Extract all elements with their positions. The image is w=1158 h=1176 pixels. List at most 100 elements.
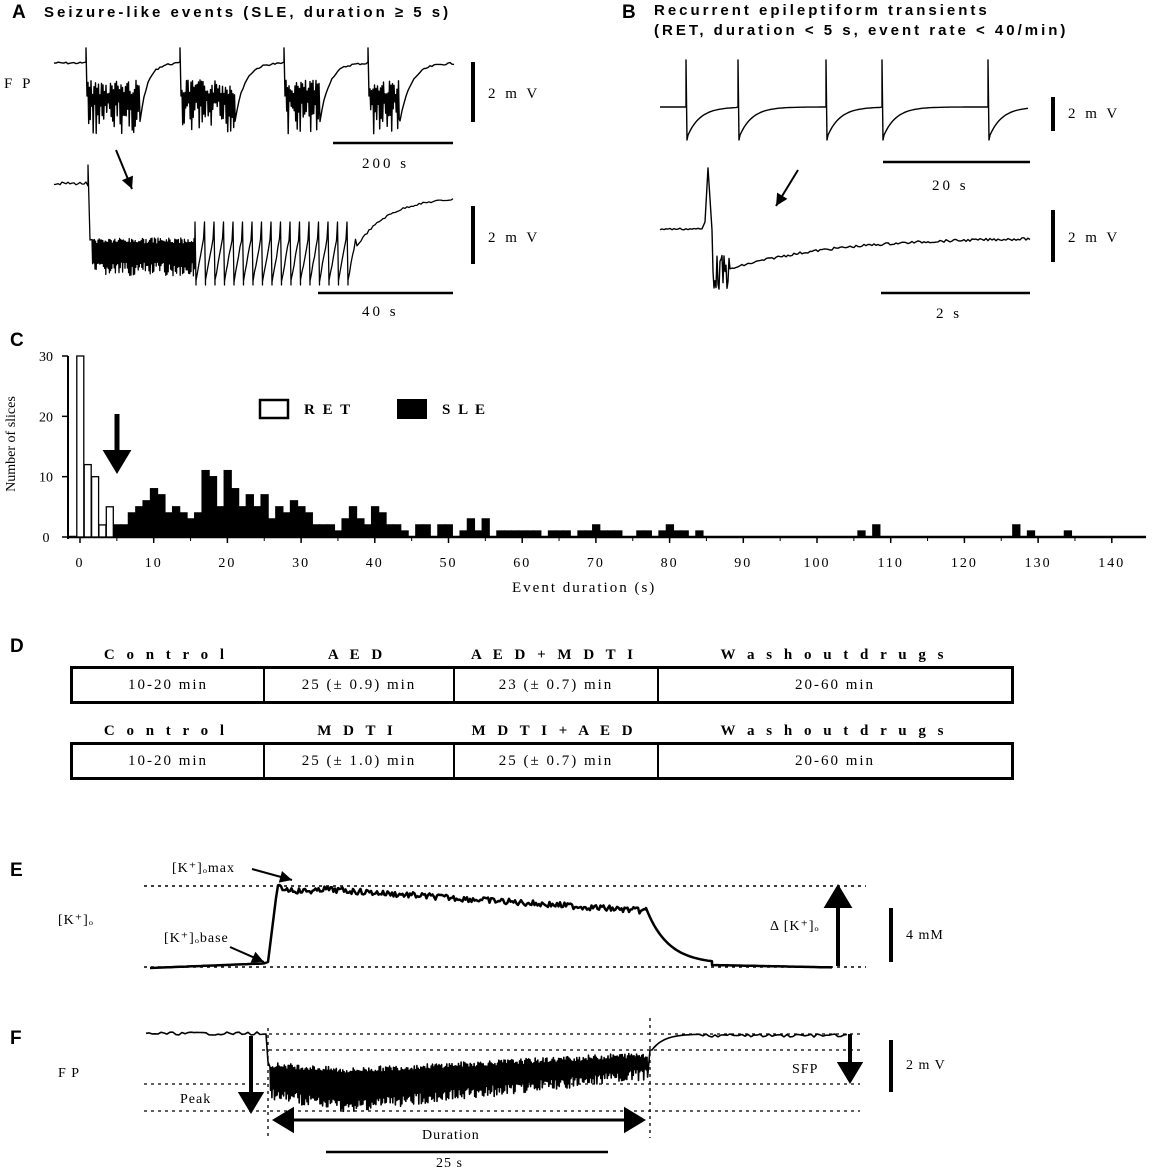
- histogram-bar-sle: [643, 530, 652, 538]
- protocol2-cell-control: 10-20 min: [73, 745, 265, 777]
- panel-b-scale-time-top: 20 s: [932, 178, 969, 194]
- histogram-bar-sle: [444, 524, 453, 538]
- histogram-bar-sle: [481, 518, 490, 538]
- legend-ret-label: R E T: [304, 402, 353, 418]
- threshold-arrow-head: [102, 450, 132, 474]
- protocol1-cell-aed-mdti: 23 (± 0.7) min: [455, 669, 659, 701]
- histogram-bar-sle: [510, 530, 520, 538]
- histogram-bar-sle: [289, 500, 299, 538]
- duration-arrow-right-head: [624, 1106, 646, 1134]
- k-max-pointer-head: [278, 871, 292, 883]
- panel-b-title-line2: (RET, duration < 5 s, event rate < 40/mi…: [654, 22, 1069, 39]
- histogram-bar-sle: [665, 524, 675, 538]
- histogram-bar-sle: [592, 524, 601, 538]
- histogram-bar-sle: [341, 518, 350, 538]
- histogram-bar-sle: [525, 530, 535, 538]
- protocol2-header-mdti-aed: M D T I + A E D: [471, 723, 637, 739]
- panel-b-title-line1: Recurrent epileptiform transients: [654, 2, 990, 19]
- histogram-bar-sle: [267, 518, 277, 538]
- histogram-bar-ret: [98, 524, 107, 538]
- panel-a-scale-time-bottom: 40 s: [362, 304, 399, 320]
- k-max-label: [K⁺]ₒmax: [172, 861, 235, 876]
- histogram-bar-sle: [555, 530, 564, 538]
- histogram-bar-sle: [164, 512, 173, 538]
- histogram-bar-sle: [238, 506, 247, 538]
- histogram-bar-sle: [459, 530, 468, 538]
- protocol1-cell-control: 10-20 min: [73, 669, 265, 701]
- panel-f-scale-time: 25 s: [436, 1156, 463, 1171]
- histogram-bar-sle: [245, 494, 254, 538]
- field-potential-trace: [145, 1031, 848, 1113]
- histogram-bar-sle: [584, 530, 593, 538]
- panel-b-scale-mv-top: 2 m V: [1068, 106, 1121, 122]
- histogram-bar-sle: [400, 530, 409, 538]
- histogram-bar-sle: [636, 530, 645, 538]
- histogram-bar-sle: [599, 530, 608, 538]
- protocol1-header-control: C o n t r o l: [103, 647, 229, 663]
- panel-a-bottom-trace: [53, 164, 454, 286]
- histogram-bar-sle: [282, 512, 291, 538]
- panel-a-fp-label: F P: [4, 76, 34, 92]
- histogram-bar-sle: [319, 524, 328, 538]
- panel-b-top-trace: [660, 59, 1029, 141]
- protocol2-header-washout: W a s h o u t d r u g s: [720, 723, 948, 739]
- histogram-bar-sle: [142, 500, 151, 538]
- histogram-bar-sle: [562, 530, 571, 538]
- protocol2-cell-washout: 20-60 min: [794, 752, 876, 769]
- histogram-bar-sle: [1026, 530, 1036, 538]
- panel-label-b: B: [622, 2, 636, 23]
- histogram-bar-sle: [127, 512, 137, 538]
- protocol2-header-control: C o n t r o l: [103, 723, 229, 739]
- panel-a-top-trace: [53, 47, 455, 135]
- panel-b-scale-mv-bottom: 2 m V: [1068, 230, 1121, 246]
- histogram-bar-sle: [297, 506, 306, 538]
- panel-label-f: F: [10, 1028, 22, 1049]
- histogram-bar-sle: [120, 524, 129, 538]
- histogram-bar-sle: [135, 506, 144, 538]
- y-tick-label: 0: [43, 531, 50, 546]
- histogram-bar-sle: [253, 506, 262, 538]
- legend-sle-label: S L E: [442, 402, 488, 418]
- x-tick-label: 110: [877, 556, 903, 571]
- protocol1-cell-aed: 25 (± 0.9) min: [265, 669, 455, 701]
- histogram-bar-sle: [385, 524, 395, 538]
- histogram-bar-sle: [518, 530, 527, 538]
- histogram-bar-sle: [673, 530, 682, 538]
- x-tick-label: 90: [734, 556, 752, 571]
- panel-b-zoom-arrow-head: [776, 192, 788, 206]
- histogram-bar-sle: [614, 530, 623, 538]
- panel-a-scale-time-top: 200 s: [362, 156, 410, 172]
- peak-label: Peak: [180, 1092, 212, 1107]
- x-tick-label: 20: [218, 556, 236, 571]
- panel-label-a: A: [12, 2, 26, 23]
- y-tick-label: 30: [39, 350, 53, 365]
- histogram-bar-sle: [171, 506, 181, 538]
- histogram-bar-sle: [857, 530, 866, 538]
- histogram-bar-sle: [496, 530, 505, 538]
- x-tick-label: 10: [145, 556, 163, 571]
- histogram-bar-sle: [186, 518, 196, 538]
- histogram-bar-sle: [223, 469, 232, 538]
- protocol1-cell-washout: 20-60 min: [794, 676, 876, 693]
- histogram-bar-sle: [415, 524, 424, 538]
- protocol1-header-aed: A E D: [327, 647, 387, 663]
- histogram-bar-sle: [208, 476, 218, 538]
- sfp-arrow-head: [836, 1062, 864, 1084]
- histogram-bar-sle: [326, 524, 336, 538]
- panel-b-traces: [659, 59, 1055, 295]
- histogram-bar-sle: [437, 524, 446, 538]
- x-tick-label: 30: [292, 556, 310, 571]
- panel-f-y-label: F P: [58, 1066, 81, 1081]
- x-tick-label: 100: [804, 556, 831, 571]
- histogram-bar-sle: [577, 530, 586, 538]
- histogram-bar-sle: [201, 469, 210, 538]
- panel-a-traces: [53, 47, 475, 295]
- duration-histogram: 0 10 20 30 0 10 20 30 40 50 60 70 80 90 100 110 120 130 14…: [39, 350, 1146, 571]
- k-base-pointer-head: [250, 951, 264, 963]
- protocol2-timeline: 10-20 min 25 (± 1.0) min 25 (± 0.7) min …: [70, 742, 1014, 780]
- x-tick-label: 140: [1098, 556, 1125, 571]
- panel-b-bottom-trace: [659, 167, 1031, 290]
- panel-e-trace: [144, 868, 893, 970]
- histogram-bar-sle: [872, 524, 881, 538]
- x-tick-label: 60: [513, 556, 531, 571]
